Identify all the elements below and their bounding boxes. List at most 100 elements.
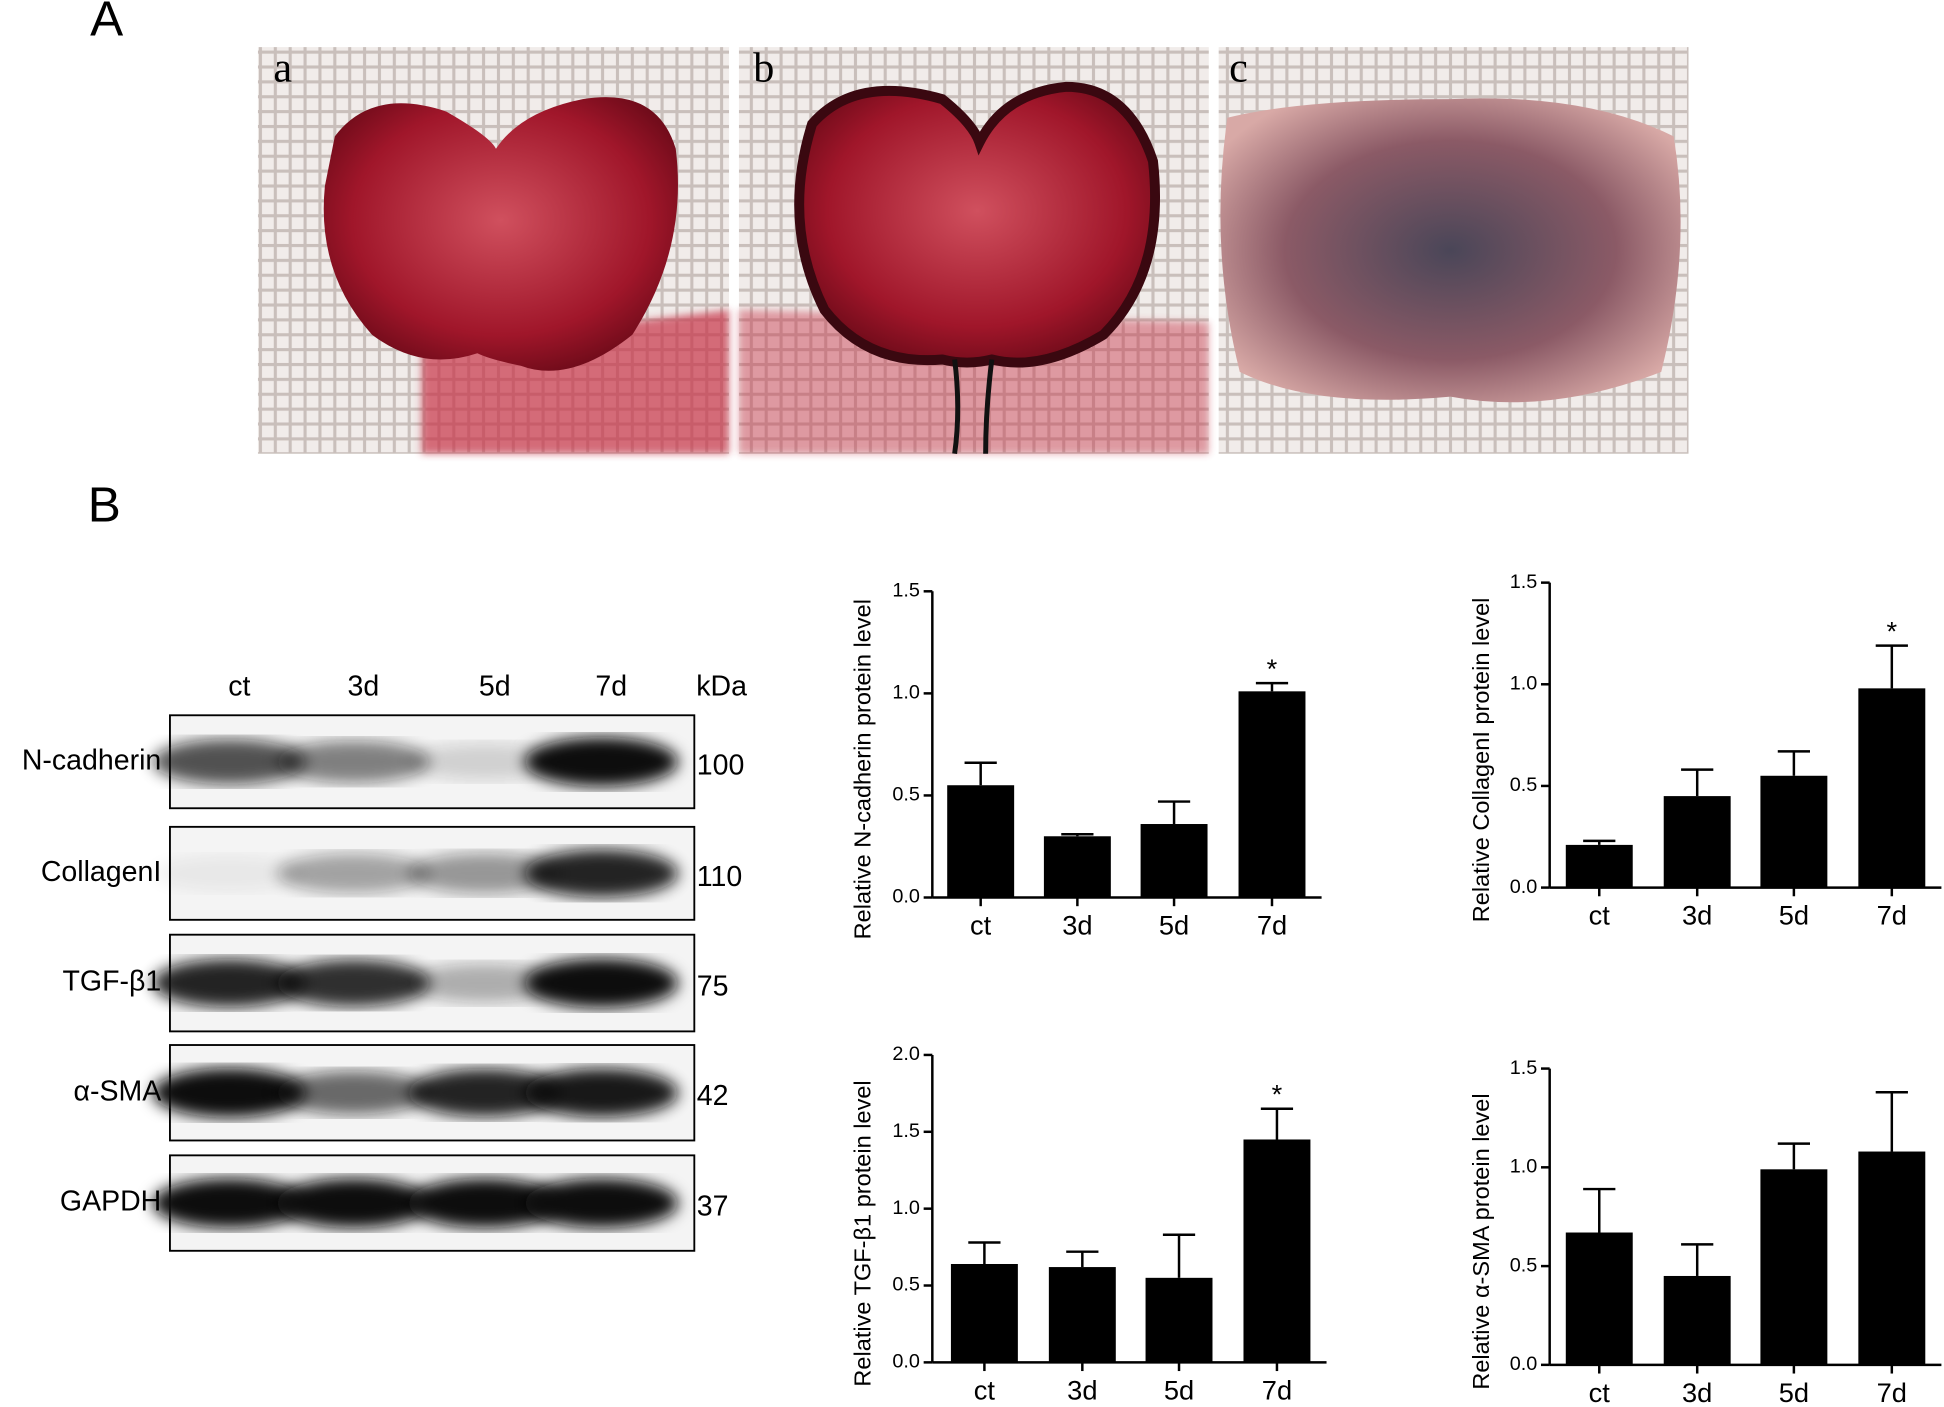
x-tick-label: 5d xyxy=(1164,1374,1194,1405)
photo-label: a xyxy=(273,45,292,92)
bar xyxy=(1760,1169,1828,1365)
x-tick-label: 3d xyxy=(1067,1374,1097,1405)
y-tick-label: 1.5 xyxy=(1510,1057,1538,1079)
x-tick-label: 3d xyxy=(1682,1377,1712,1407)
blot-band xyxy=(524,1178,679,1228)
molecular-weight: 42 xyxy=(697,1080,729,1112)
molecular-weight: 75 xyxy=(697,971,729,1003)
blot-band xyxy=(407,963,562,1003)
y-tick-label: 1.5 xyxy=(892,580,920,602)
y-tick-label: 0.0 xyxy=(1510,1353,1538,1375)
bar xyxy=(1858,688,1926,888)
y-tick-label: 0.0 xyxy=(892,886,920,908)
y-tick-label: 0.0 xyxy=(892,1351,920,1373)
x-tick-label: 3d xyxy=(1682,900,1712,931)
bar xyxy=(947,785,1015,898)
blot-band xyxy=(152,855,307,892)
y-tick-label: 0.5 xyxy=(1510,1254,1538,1276)
x-tick-label: ct xyxy=(970,909,992,940)
y-tick-label: 1.0 xyxy=(892,682,920,704)
bar xyxy=(1140,824,1208,898)
bar xyxy=(1858,1151,1926,1365)
y-axis-title: Relative N-cadherin protein level xyxy=(849,599,875,939)
blot-band xyxy=(152,958,307,1008)
blot-band xyxy=(276,959,431,1007)
y-tick-label: 1.5 xyxy=(892,1120,920,1142)
protein-label: GAPDH xyxy=(60,1186,161,1218)
lane-label: 3d xyxy=(347,671,379,703)
y-tick-label: 2.0 xyxy=(892,1043,920,1065)
bar xyxy=(1663,1275,1731,1365)
bar xyxy=(1760,775,1828,888)
protein-label: α-SMA xyxy=(74,1075,162,1107)
blot-band xyxy=(152,1067,307,1118)
y-tick-label: 0.5 xyxy=(892,784,920,806)
molecular-weight: 37 xyxy=(697,1191,729,1223)
y-tick-label: 1.5 xyxy=(1510,571,1538,593)
significance-mark: * xyxy=(1887,615,1898,646)
bar xyxy=(1565,844,1633,888)
blot-band xyxy=(407,853,562,894)
blot-band xyxy=(152,739,307,785)
x-tick-label: ct xyxy=(1589,900,1611,931)
x-tick-label: ct xyxy=(974,1374,996,1405)
significance-mark: * xyxy=(1272,1079,1283,1110)
molecular-weight: 100 xyxy=(697,749,745,781)
bar xyxy=(1238,691,1306,898)
x-tick-label: ct xyxy=(1589,1377,1611,1407)
x-tick-label: 3d xyxy=(1062,909,1092,940)
blot-band xyxy=(407,743,562,781)
photo: c xyxy=(1218,45,1689,454)
blot-band xyxy=(152,1178,307,1228)
blot-band xyxy=(407,1178,562,1228)
bar-chart: 0.0 0.5 1.0 1.5 ct 3d 5d 7d * Relative N-cadherin… xyxy=(849,580,1322,940)
y-axis-title: Relative α-SMA protein level xyxy=(1468,1093,1494,1389)
protein-label: N-cadherin xyxy=(22,744,161,776)
bar xyxy=(1145,1277,1213,1363)
blot-band xyxy=(407,1068,562,1117)
x-tick-label: 5d xyxy=(1159,909,1189,940)
blot-band xyxy=(276,1070,431,1115)
lane-label: 5d xyxy=(479,671,511,703)
y-axis-title: Relative CollagenI protein level xyxy=(1468,598,1494,923)
blot-band xyxy=(524,958,679,1008)
x-tick-label: 7d xyxy=(1877,1377,1907,1407)
blot-band xyxy=(524,1068,679,1118)
photo: b xyxy=(738,45,1209,455)
blot-band xyxy=(276,740,431,783)
bar xyxy=(1043,836,1111,898)
bar xyxy=(950,1263,1018,1363)
western-blot: ct 3d 5d 7d kDa N-cadherin 100 CollagenI 110 TGF-… xyxy=(22,671,747,1252)
photo: a xyxy=(257,45,730,454)
bar xyxy=(1663,796,1731,888)
blot-band xyxy=(276,1178,431,1228)
bar-chart: 0.0 0.5 1.0 1.5 2.0 ct 3d 5d 7d * Relative TGF-β1 … xyxy=(849,1043,1327,1405)
photo-label: c xyxy=(1229,45,1248,92)
protein-label: CollagenI xyxy=(41,856,161,888)
panel-label: B xyxy=(88,476,121,532)
molecular-weight: 110 xyxy=(697,861,742,893)
lane-label: 7d xyxy=(595,671,627,703)
blot-band xyxy=(524,849,679,898)
bar-chart: 0.0 0.5 1.0 1.5 ct 3d 5d 7d * Relative CollagenI … xyxy=(1468,571,1942,931)
y-tick-label: 1.0 xyxy=(1510,673,1538,695)
significance-mark: * xyxy=(1267,653,1278,684)
bar-chart: 0.0 0.5 1.0 1.5 ct 3d 5d 7d Relative α-SMA prote… xyxy=(1468,1057,1942,1407)
bar xyxy=(1565,1232,1633,1365)
unit-label: kDa xyxy=(696,671,747,703)
y-tick-label: 0.5 xyxy=(892,1274,920,1296)
blot-band xyxy=(276,853,431,894)
x-tick-label: 5d xyxy=(1779,900,1809,931)
y-tick-label: 0.5 xyxy=(1510,774,1538,796)
x-tick-label: 5d xyxy=(1779,1377,1809,1407)
y-tick-label: 0.0 xyxy=(1510,876,1538,898)
photo-label: b xyxy=(753,45,774,92)
x-tick-label: 7d xyxy=(1877,900,1907,931)
y-tick-label: 1.0 xyxy=(1510,1156,1538,1178)
lane-label: ct xyxy=(228,671,250,703)
bar xyxy=(1048,1267,1116,1363)
bar xyxy=(1243,1139,1311,1363)
y-axis-title: Relative TGF-β1 protein level xyxy=(849,1080,875,1386)
